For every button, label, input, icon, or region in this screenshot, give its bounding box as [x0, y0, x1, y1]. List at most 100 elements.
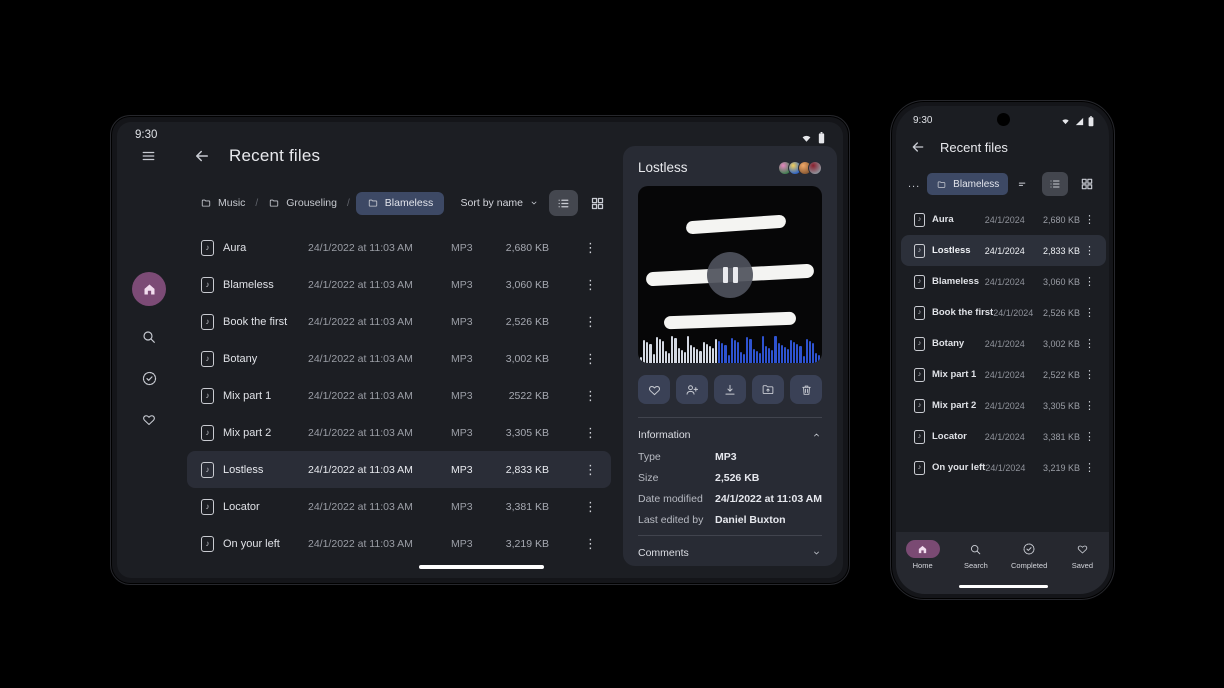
back-icon[interactable] — [193, 147, 211, 165]
favorite-button[interactable] — [638, 375, 670, 404]
more-options-icon[interactable]: ⋮ — [1084, 245, 1095, 257]
status-time: 9:30 — [913, 115, 933, 126]
list-item-selected[interactable]: ♪ Lostless 24/1/2024 2,833 KB ⋮ — [901, 235, 1106, 266]
status-time: 9:30 — [135, 129, 158, 141]
file-size: 3,060 KB — [505, 278, 549, 291]
more-options-icon[interactable]: ⋮ — [584, 424, 597, 440]
list-item[interactable]: ♪ Mix part 1 24/1/2024 2,522 KB ⋮ — [901, 359, 1106, 390]
file-name: Blameless — [932, 276, 980, 287]
more-options-icon[interactable]: ⋮ — [1084, 338, 1095, 350]
move-to-folder-button[interactable] — [752, 375, 784, 404]
sort-dropdown[interactable]: Sort by name — [461, 197, 539, 209]
nav-item-home[interactable]: Home — [899, 540, 947, 594]
gesture-handle[interactable] — [959, 584, 1048, 588]
breadcrumb-grouseling[interactable]: Grouseling — [264, 197, 341, 209]
list-item[interactable]: ♪ Locator 24/1/2024 3,381 KB ⋮ — [901, 421, 1106, 452]
table-row[interactable]: ♪ Aura 24/1/2022 at 11:03 AM MP3 2,680 K… — [187, 229, 611, 266]
rail-item-home[interactable] — [132, 272, 166, 306]
collaborator-avatars — [778, 160, 822, 175]
more-options-icon[interactable]: ⋮ — [584, 276, 597, 292]
back-icon[interactable] — [910, 139, 926, 155]
page-title: Recent files — [940, 139, 1008, 155]
breadcrumb-blameless-chip[interactable]: Blameless — [927, 173, 1009, 195]
more-options-icon[interactable]: ⋮ — [1084, 400, 1095, 412]
file-size: 3,305 KB — [505, 426, 549, 439]
rail-item-search[interactable] — [139, 327, 159, 347]
list-view-button[interactable] — [549, 190, 578, 216]
more-options-icon[interactable]: ⋮ — [584, 461, 597, 477]
more-options-icon[interactable]: ⋮ — [584, 535, 597, 551]
more-options-icon[interactable]: ⋮ — [584, 350, 597, 366]
rail-item-completed[interactable] — [139, 368, 159, 388]
breadcrumb-blameless-chip[interactable]: Blameless — [355, 191, 445, 215]
table-row[interactable]: ♪ Blameless 24/1/2022 at 11:03 AM MP3 3,… — [187, 266, 611, 303]
status-icons — [800, 132, 825, 144]
nav-item-search[interactable]: Search — [952, 540, 1000, 594]
more-options-icon[interactable]: ⋮ — [1084, 214, 1095, 226]
breadcrumb-music[interactable]: Music — [196, 197, 249, 209]
table-row[interactable]: ♪ On your left 24/1/2022 at 11:03 AM MP3… — [187, 525, 611, 562]
nav-item-saved[interactable]: Saved — [1058, 540, 1106, 594]
toolbar: ... Blameless — [908, 172, 1100, 196]
table-row[interactable]: ♪ Botany 24/1/2022 at 11:03 AM MP3 3,002… — [187, 340, 611, 377]
file-name: Blameless — [223, 278, 274, 291]
view-toggle — [549, 190, 612, 216]
menu-icon[interactable] — [140, 149, 157, 163]
table-row[interactable]: ♪ Locator 24/1/2022 at 11:03 AM MP3 3,38… — [187, 488, 611, 525]
file-name: Aura — [932, 214, 954, 225]
sort-button[interactable] — [1010, 172, 1036, 196]
grid-view-button[interactable] — [583, 190, 612, 216]
file-type: MP3 — [451, 315, 473, 328]
file-name: Mix part 2 — [932, 400, 977, 411]
nav-rail — [117, 272, 181, 429]
audio-file-icon: ♪ — [914, 305, 925, 320]
more-options-icon[interactable]: ⋮ — [584, 498, 597, 514]
file-date: 24/1/2024 — [984, 214, 1025, 225]
audio-waveform[interactable] — [638, 333, 822, 363]
comments-section-header[interactable]: Comments — [638, 547, 822, 559]
list-item[interactable]: ♪ Book the first 24/1/2024 2,526 KB ⋮ — [901, 297, 1106, 328]
file-name: Lostless — [223, 463, 264, 476]
rail-item-saved[interactable] — [139, 409, 159, 429]
list-item[interactable]: ♪ Aura 24/1/2024 2,680 KB ⋮ — [901, 204, 1106, 235]
grid-view-button[interactable] — [1074, 172, 1100, 196]
list-item[interactable]: ♪ Mix part 2 24/1/2024 3,305 KB ⋮ — [901, 390, 1106, 421]
camera-punch-hole — [997, 113, 1010, 126]
gesture-handle[interactable] — [419, 565, 544, 569]
breadcrumb-overflow[interactable]: ... — [908, 178, 921, 190]
table-row[interactable]: ♪ Book the first 24/1/2022 at 11:03 AM M… — [187, 303, 611, 340]
share-add-person-button[interactable] — [676, 375, 708, 404]
information-section-header[interactable]: Information — [638, 429, 822, 441]
list-view-button[interactable] — [1042, 172, 1068, 196]
file-size: 3,381 KB — [1042, 431, 1080, 442]
list-item[interactable]: ♪ Blameless 24/1/2024 3,060 KB ⋮ — [901, 266, 1106, 297]
table-row-selected[interactable]: ♪ Lostless 24/1/2022 at 11:03 AM MP3 2,8… — [187, 451, 611, 488]
info-label: Date modified — [638, 493, 703, 505]
more-options-icon[interactable]: ⋮ — [1084, 431, 1095, 443]
list-item[interactable]: ♪ On your left 24/1/2024 3,219 KB ⋮ — [901, 452, 1106, 483]
download-button[interactable] — [714, 375, 746, 404]
file-name: Botany — [223, 352, 258, 365]
file-date: 24/1/2022 at 11:03 AM — [308, 352, 413, 365]
delete-button[interactable] — [790, 375, 822, 404]
more-options-icon[interactable]: ⋮ — [1084, 276, 1095, 288]
more-options-icon[interactable]: ⋮ — [584, 313, 597, 329]
table-row[interactable]: ♪ Mix part 2 24/1/2022 at 11:03 AM MP3 3… — [187, 414, 611, 451]
more-options-icon[interactable]: ⋮ — [1084, 462, 1095, 474]
search-icon — [141, 329, 157, 345]
table-row[interactable]: ♪ Mix part 1 24/1/2022 at 11:03 AM MP3 2… — [187, 377, 611, 414]
avatar[interactable] — [808, 160, 822, 175]
page-header: Recent files — [193, 146, 320, 166]
page-header: Recent files — [910, 139, 1008, 155]
more-options-icon[interactable]: ⋮ — [584, 387, 597, 403]
chevron-up-icon — [814, 433, 819, 437]
pause-button[interactable] — [707, 252, 753, 298]
list-item[interactable]: ♪ Botany 24/1/2024 3,002 KB ⋮ — [901, 328, 1106, 359]
more-options-icon[interactable]: ⋮ — [1084, 369, 1095, 381]
file-size: 2522 KB — [508, 389, 549, 402]
more-options-icon[interactable]: ⋮ — [584, 239, 597, 255]
nav-item-completed[interactable]: Completed — [1005, 540, 1053, 594]
more-options-icon[interactable]: ⋮ — [1084, 307, 1095, 319]
file-type: MP3 — [451, 241, 473, 254]
